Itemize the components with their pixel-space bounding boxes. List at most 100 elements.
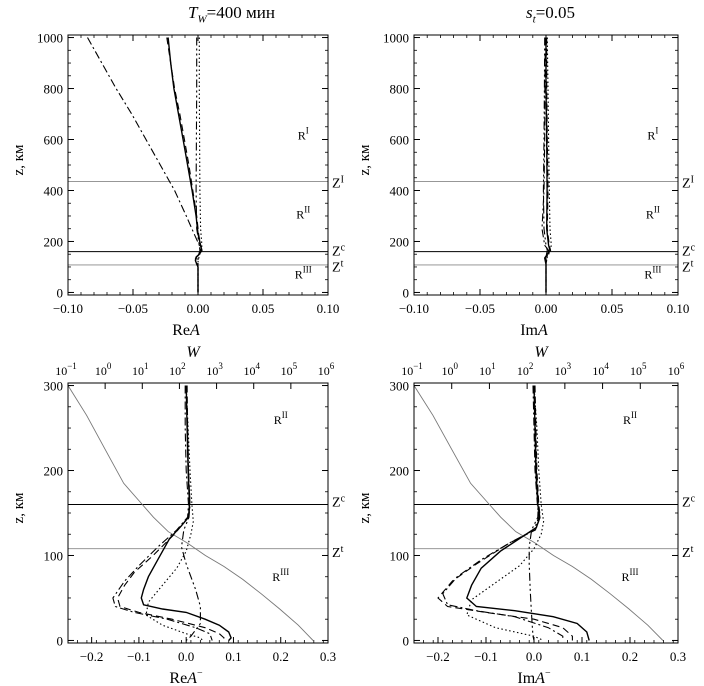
x-axis-title-part-1: A [186, 670, 197, 686]
level-label-part-1: t [341, 259, 344, 270]
y-tick-label: 0 [403, 285, 410, 300]
series-dotted-line [466, 385, 545, 642]
level-label-part-0: Z [682, 177, 691, 192]
x-tick-label: 0.05 [252, 301, 275, 316]
top-tick-label-part-0: 10 [95, 364, 107, 378]
level-label-part-0: Z [332, 546, 341, 561]
top-tick-label-part-0: 10 [555, 364, 567, 378]
top-tick-label-part-0: 10 [441, 364, 453, 378]
level-label: Zc [682, 243, 696, 260]
x-axis-title-part-1: A [189, 322, 200, 339]
x-tick-label-part-0: −0.2 [426, 649, 450, 664]
y-tick-label: 200 [390, 234, 410, 249]
top-tick-label: 103 [555, 361, 572, 378]
top-tick-label-part-0: 10 [318, 364, 330, 378]
level-label: Zt [332, 259, 344, 276]
y-tick-label-part-0: 100 [390, 548, 410, 563]
top-tick-label-part-0: 10 [592, 364, 604, 378]
top-tick-label-part-0: 10 [630, 364, 642, 378]
x-tick-label-part-0: 0.10 [667, 301, 690, 316]
region-label: RII [646, 205, 660, 222]
x-tick-label-part-0: 0.0 [178, 649, 194, 664]
region-label: RII [296, 205, 310, 222]
level-label-part-0: Z [682, 245, 691, 260]
series-dashed-line [437, 385, 573, 641]
level-label-part-1: c [341, 243, 346, 254]
y-axis-title: z, км [357, 144, 373, 175]
w-profile-line [413, 385, 664, 641]
top-tick-label-part-1: 5 [642, 361, 647, 371]
y-tick-label-part-0: 1000 [383, 31, 409, 46]
top-tick-label-part-1: −1 [67, 361, 77, 371]
series-solid-line [140, 385, 232, 641]
top-tick-label: 104 [592, 361, 609, 378]
title-right: st=0.05 [526, 3, 575, 25]
level-label-part-1: c [691, 493, 696, 504]
y-tick-label-part-0: 200 [390, 464, 410, 479]
x-tick-label: 0.1 [574, 649, 590, 664]
x-axis-title: ReA− [169, 668, 203, 686]
y-tick-label: 800 [44, 82, 64, 97]
region-label-part-1: II [631, 410, 637, 420]
region-label-part-0: R [272, 570, 280, 584]
level-label: Zc [682, 493, 696, 510]
level-label: ZI [682, 175, 694, 192]
top-tick-label: 104 [243, 361, 260, 378]
region-label-part-1: III [630, 567, 639, 577]
y-tick-label: 200 [44, 464, 64, 479]
x-axis-title-part-0: Re [169, 670, 187, 686]
region-label: RI [647, 126, 658, 143]
series-dashdot-line [541, 37, 550, 293]
top-tick-label-part-0: 10 [401, 364, 413, 378]
title-right-symbol: s [526, 3, 533, 22]
level-label-part-1: c [341, 493, 346, 504]
series-dashdotdot-line [195, 37, 201, 293]
x-axis-title-part-2: − [197, 668, 203, 679]
x-tick-label: −0.05 [118, 301, 148, 316]
x-tick-label-part-0: −0.1 [474, 649, 498, 664]
region-label-part-0: R [646, 208, 654, 222]
y-tick-label-part-0: 0 [403, 633, 410, 648]
series-dotted-line [145, 385, 204, 641]
y-tick-label: 600 [390, 133, 410, 148]
level-label-part-0: Z [332, 245, 341, 260]
series-dotted-line [545, 37, 552, 293]
region-label-part-0: R [621, 570, 629, 584]
x-tick-label: 0.00 [187, 301, 210, 316]
x-tick-label: −0.1 [127, 649, 151, 664]
region-label-part-0: R [295, 267, 303, 281]
top-tick-label-part-1: 0 [107, 361, 112, 371]
x-tick-label-part-0: 0.2 [622, 649, 638, 664]
region-label-part-0: R [647, 129, 655, 143]
y-tick-label: 400 [390, 183, 410, 198]
top-tick-label: 105 [281, 361, 298, 378]
top-tick-label: 103 [206, 361, 223, 378]
top-tick-label-part-1: 3 [218, 361, 223, 371]
x-tick-label-part-0: 0.1 [574, 649, 590, 664]
y-tick-label-part-0: 300 [390, 379, 410, 394]
region-label-part-0: R [296, 208, 304, 222]
top-tick-label-part-1: 0 [453, 361, 458, 371]
x-tick-label-part-0: −0.1 [127, 649, 151, 664]
y-tick-label-part-0: 200 [390, 234, 410, 249]
x-tick-label-part-0: −0.10 [399, 301, 429, 316]
region-label-part-1: II [282, 410, 288, 420]
region-label-part-0: R [274, 413, 282, 427]
y-tick-label: 300 [390, 379, 410, 394]
level-label-part-1: t [691, 259, 694, 270]
top-axis-title-part-0: W [186, 344, 201, 361]
x-tick-label-part-0: 0.05 [252, 301, 275, 316]
top-tick-label: 10−1 [55, 361, 77, 378]
y-tick-label-part-0: 100 [44, 548, 64, 563]
level-label-part-0: Z [682, 495, 691, 510]
x-axis-title-part-1: A [534, 670, 545, 686]
x-tick-label-part-0: 0.00 [535, 301, 558, 316]
x-tick-label-part-0: −0.2 [80, 649, 104, 664]
top-tick-label-part-1: 6 [330, 361, 335, 371]
y-tick-label-part-0: 200 [44, 234, 64, 249]
y-tick-label-part-0: 600 [44, 133, 64, 148]
x-tick-label-part-0: 0.2 [273, 649, 289, 664]
y-tick-label: 0 [403, 633, 410, 648]
top-tick-label: 102 [517, 361, 534, 378]
y-tick-label-part-0: 1000 [37, 31, 63, 46]
